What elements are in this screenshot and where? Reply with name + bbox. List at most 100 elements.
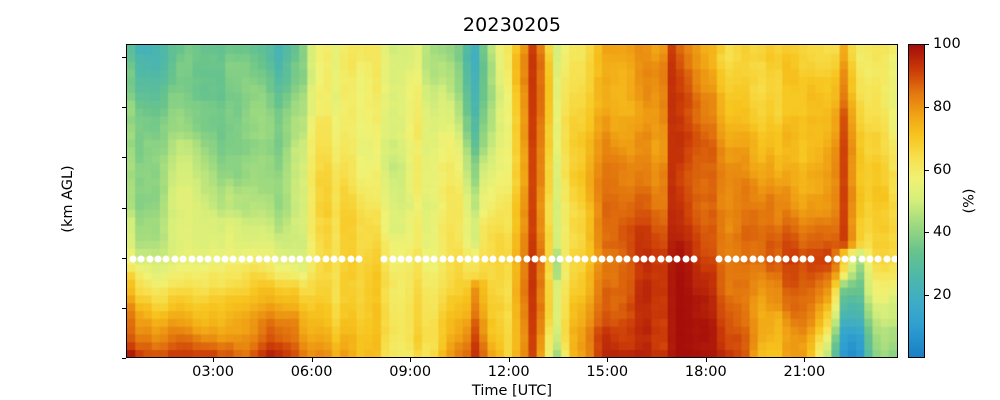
pbl-marker-dot bbox=[288, 255, 296, 263]
pbl-marker-dot bbox=[179, 255, 187, 263]
pbl-marker-dot bbox=[405, 255, 413, 263]
x-tick-mark bbox=[213, 358, 215, 362]
pbl-marker-dot bbox=[665, 255, 673, 263]
pbl-marker-dot bbox=[858, 255, 866, 263]
pbl-marker-dot bbox=[380, 255, 388, 263]
pbl-marker-dot bbox=[749, 255, 757, 263]
colorbar[interactable] bbox=[908, 44, 925, 358]
pbl-marker-dot bbox=[246, 255, 254, 263]
pbl-marker-dot bbox=[305, 255, 313, 263]
colorbar-tick-label: 80 bbox=[933, 98, 952, 115]
pbl-marker-dot bbox=[397, 255, 405, 263]
pbl-marker-dot bbox=[648, 255, 656, 263]
pbl-marker-dot bbox=[221, 255, 229, 263]
pbl-marker-dot bbox=[296, 255, 304, 263]
x-tick-label: 18:00 bbox=[684, 364, 727, 380]
colorbar-tick-label: 20 bbox=[933, 287, 952, 304]
x-tick-mark bbox=[311, 358, 313, 362]
pbl-marker-dot bbox=[866, 255, 874, 263]
x-axis-label: Time [UTC] bbox=[471, 383, 553, 399]
pbl-marker-dot bbox=[137, 255, 145, 263]
colorbar-tick-mark bbox=[925, 169, 929, 171]
y-tick-mark bbox=[122, 57, 126, 59]
pbl-marker-dot bbox=[464, 255, 472, 263]
pbl-marker-dot bbox=[623, 255, 631, 263]
pbl-marker-dot bbox=[146, 255, 154, 263]
y-tick-mark bbox=[122, 107, 126, 109]
pbl-marker-dot bbox=[833, 255, 841, 263]
pbl-marker-dot bbox=[162, 255, 170, 263]
chart-title: 20230205 bbox=[462, 14, 562, 36]
pbl-marker-dot bbox=[883, 255, 891, 263]
colorbar-tick-mark bbox=[925, 44, 929, 45]
pbl-marker-dot bbox=[598, 255, 606, 263]
pbl-marker-dot bbox=[481, 255, 489, 263]
colorbar-label-wrap: (%) bbox=[890, 121, 1000, 281]
pbl-marker-dot bbox=[430, 255, 438, 263]
pbl-marker-dot bbox=[255, 255, 263, 263]
pbl-marker-dot bbox=[347, 255, 355, 263]
pbl-marker-dot bbox=[690, 255, 698, 263]
pbl-marker-dot bbox=[456, 255, 464, 263]
pbl-marker-dot bbox=[573, 255, 581, 263]
colorbar-tick-label: 40 bbox=[933, 224, 952, 241]
pbl-marker-dot bbox=[238, 255, 246, 263]
x-tick-label: 15:00 bbox=[586, 364, 629, 380]
pbl-marker-dot bbox=[682, 255, 690, 263]
pbl-marker-dot bbox=[757, 255, 765, 263]
pbl-marker-dot bbox=[782, 255, 790, 263]
heatmap-mesh bbox=[127, 45, 897, 357]
pbl-marker-dot bbox=[472, 255, 480, 263]
x-tick-label: 21:00 bbox=[783, 364, 826, 380]
pbl-marker-dot bbox=[355, 255, 363, 263]
pbl-marker-dot bbox=[606, 255, 614, 263]
pbl-marker-dot bbox=[531, 255, 539, 263]
pbl-marker-dot bbox=[632, 255, 640, 263]
pbl-marker-dot bbox=[657, 255, 665, 263]
pbl-marker-dot bbox=[640, 255, 648, 263]
pbl-marker-dot bbox=[271, 255, 279, 263]
pbl-marker-dot bbox=[673, 255, 681, 263]
pbl-marker-dot bbox=[213, 255, 221, 263]
pbl-marker-dot bbox=[196, 255, 204, 263]
y-tick-mark bbox=[122, 157, 126, 159]
pbl-marker-dot bbox=[447, 255, 455, 263]
pbl-marker-dot bbox=[439, 255, 447, 263]
pbl-marker-dot bbox=[514, 255, 522, 263]
colorbar-tick-mark bbox=[925, 106, 929, 108]
pbl-marker-dot bbox=[590, 255, 598, 263]
x-tick-mark bbox=[607, 358, 609, 362]
pbl-marker-dot bbox=[740, 255, 748, 263]
pbl-marker-dot bbox=[280, 255, 288, 263]
pbl-marker-dot bbox=[791, 255, 799, 263]
x-tick-mark bbox=[410, 358, 412, 362]
pbl-marker-dot bbox=[824, 255, 832, 263]
pbl-marker-dot bbox=[498, 255, 505, 263]
pbl-marker-dot bbox=[548, 255, 556, 263]
y-axis-label: (km AGL) bbox=[60, 165, 76, 233]
x-tick-label: 09:00 bbox=[389, 364, 432, 380]
colorbar-tick-mark bbox=[925, 295, 929, 297]
pbl-marker-dot bbox=[874, 255, 882, 263]
pbl-marker-dot bbox=[322, 255, 330, 263]
heatmap-axes[interactable] bbox=[126, 44, 898, 358]
x-tick-mark bbox=[804, 358, 806, 362]
pbl-marker-dot bbox=[489, 255, 497, 263]
colorbar-label: (%) bbox=[962, 188, 978, 214]
pbl-marker-dot bbox=[414, 255, 422, 263]
y-tick-mark bbox=[122, 358, 126, 359]
pbl-marker-dot bbox=[799, 255, 807, 263]
pbl-marker-dot bbox=[523, 255, 531, 263]
pbl-marker-dot bbox=[766, 255, 774, 263]
pbl-marker-dot bbox=[615, 255, 623, 263]
pbl-marker-dot bbox=[422, 255, 430, 263]
pbl-marker-dot bbox=[229, 255, 237, 263]
colorbar-tick-mark bbox=[925, 232, 929, 234]
pbl-marker-dot bbox=[154, 255, 162, 263]
pbl-marker-dot bbox=[129, 255, 137, 263]
pbl-marker-dot bbox=[891, 255, 897, 263]
pbl-marker-dot bbox=[171, 255, 179, 263]
y-tick-mark bbox=[122, 257, 126, 259]
x-tick-label: 06:00 bbox=[290, 364, 333, 380]
